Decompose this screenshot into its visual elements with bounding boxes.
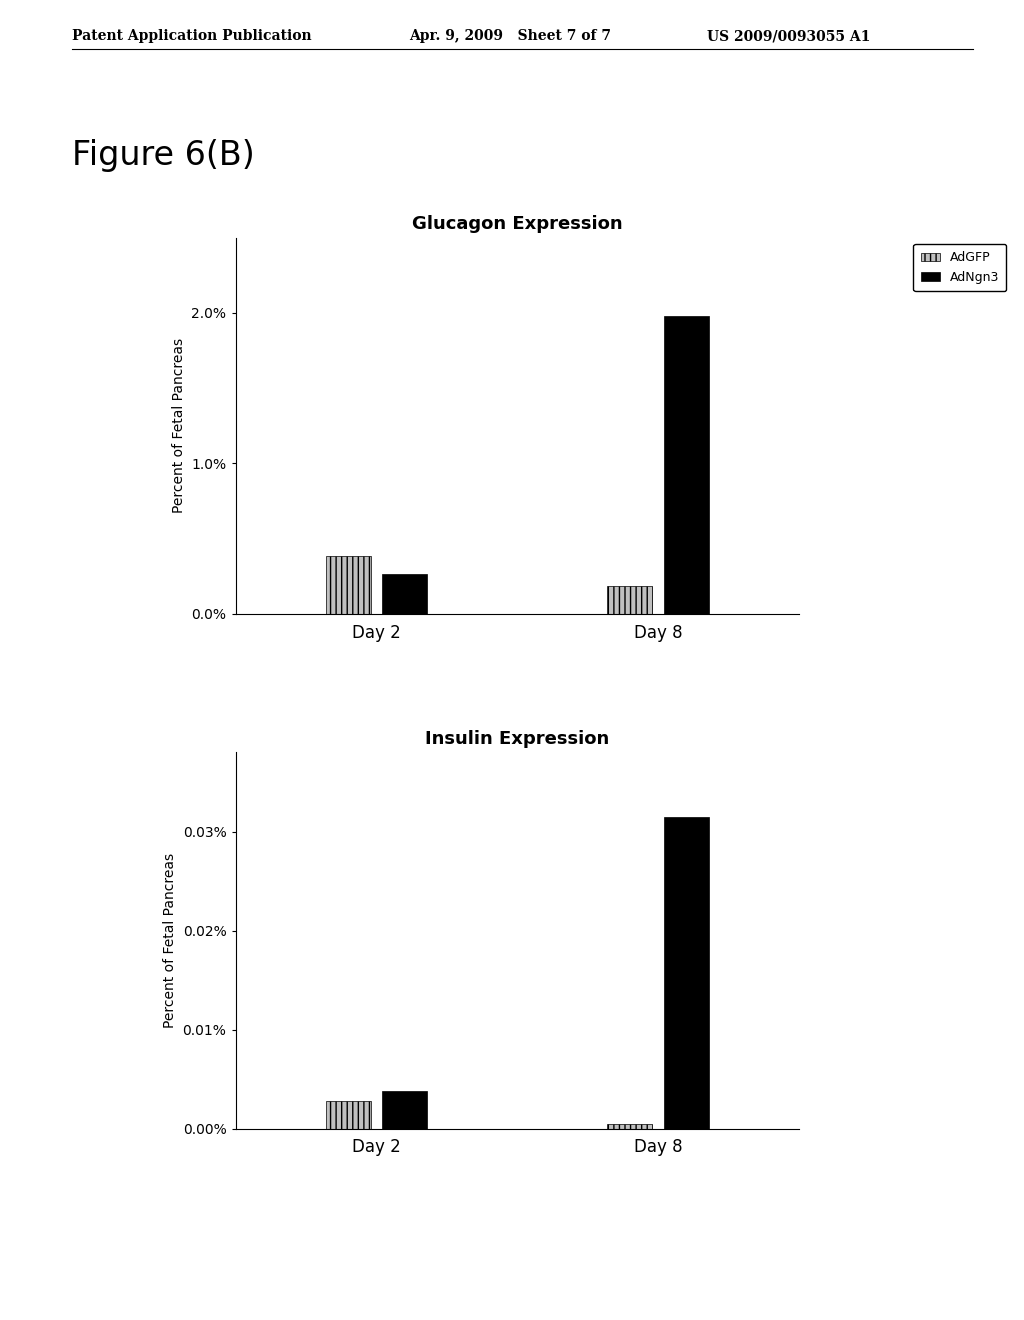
Bar xyxy=(664,315,709,614)
Bar xyxy=(607,586,652,614)
Legend: AdGFP, AdNgn3: AdGFP, AdNgn3 xyxy=(913,244,1007,292)
Bar xyxy=(326,1101,371,1129)
Y-axis label: Percent of Fetal Pancreas: Percent of Fetal Pancreas xyxy=(172,338,185,513)
Y-axis label: Percent of Fetal Pancreas: Percent of Fetal Pancreas xyxy=(163,853,177,1028)
Bar xyxy=(382,574,427,614)
Text: Apr. 9, 2009   Sheet 7 of 7: Apr. 9, 2009 Sheet 7 of 7 xyxy=(410,29,611,44)
Text: Figure 6(B): Figure 6(B) xyxy=(72,139,254,172)
Bar xyxy=(664,817,709,1129)
Title: Insulin Expression: Insulin Expression xyxy=(425,730,609,748)
Text: Patent Application Publication: Patent Application Publication xyxy=(72,29,311,44)
Text: US 2009/0093055 A1: US 2009/0093055 A1 xyxy=(707,29,870,44)
Title: Glucagon Expression: Glucagon Expression xyxy=(412,215,623,234)
Bar xyxy=(326,556,371,614)
Bar xyxy=(382,1090,427,1129)
Bar xyxy=(607,1123,652,1129)
